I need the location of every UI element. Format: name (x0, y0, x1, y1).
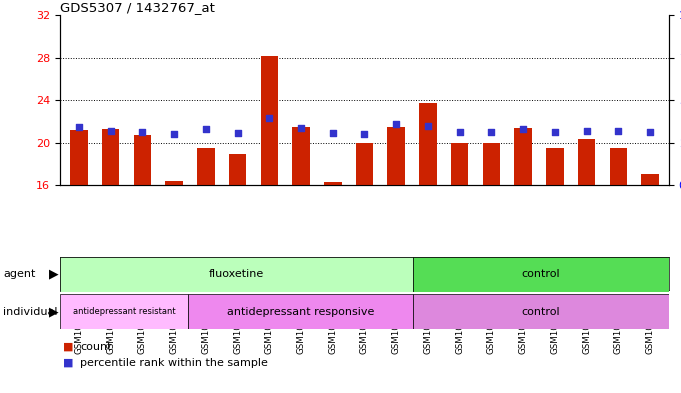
Bar (70, 130, 88, 185)
Bar (413, 257, 669, 292)
Bar (292, 127, 310, 185)
Bar (514, 128, 532, 185)
Point (232, 130, 243, 136)
Bar (642, 174, 659, 185)
Point (200, 125, 211, 132)
Bar (60, 257, 413, 292)
Bar (355, 143, 373, 185)
Point (106, 128, 116, 134)
Text: percentile rank within the sample: percentile rank within the sample (80, 358, 268, 368)
Text: ■: ■ (63, 358, 74, 368)
Bar (419, 103, 437, 185)
Text: ▶: ▶ (49, 305, 59, 318)
Bar (197, 148, 215, 185)
Text: individual: individual (3, 307, 58, 317)
Bar (188, 294, 413, 329)
Text: ▶: ▶ (49, 268, 59, 281)
Point (391, 121, 402, 128)
Text: control: control (522, 269, 560, 279)
Bar (609, 148, 627, 185)
Point (550, 129, 560, 135)
Point (581, 128, 592, 134)
Point (74, 123, 84, 130)
Text: GDS5307 / 1432767_at: GDS5307 / 1432767_at (60, 1, 215, 14)
Bar (261, 57, 278, 185)
Bar (165, 181, 183, 185)
Text: control: control (522, 307, 560, 317)
Point (422, 122, 433, 129)
Text: count: count (80, 342, 112, 352)
Bar (102, 129, 119, 185)
Point (359, 131, 370, 137)
Bar (60, 294, 188, 329)
Point (644, 129, 655, 135)
Text: antidepressant responsive: antidepressant responsive (227, 307, 374, 317)
Text: fluoxetine: fluoxetine (208, 269, 264, 279)
Bar (413, 294, 669, 329)
Text: ■: ■ (63, 342, 74, 352)
Bar (229, 154, 247, 185)
Bar (387, 127, 405, 185)
Text: antidepressant resistant: antidepressant resistant (73, 307, 176, 316)
Bar (483, 143, 500, 185)
Bar (133, 135, 151, 185)
Point (454, 129, 465, 135)
Point (169, 131, 180, 137)
Text: agent: agent (3, 269, 36, 279)
Bar (577, 139, 595, 185)
Point (486, 129, 497, 135)
Bar (546, 148, 564, 185)
Point (613, 128, 624, 134)
Bar (324, 182, 341, 185)
Point (264, 115, 275, 121)
Point (296, 125, 306, 131)
Point (137, 129, 148, 135)
Point (518, 125, 528, 132)
Point (328, 130, 338, 136)
Bar (451, 143, 469, 185)
